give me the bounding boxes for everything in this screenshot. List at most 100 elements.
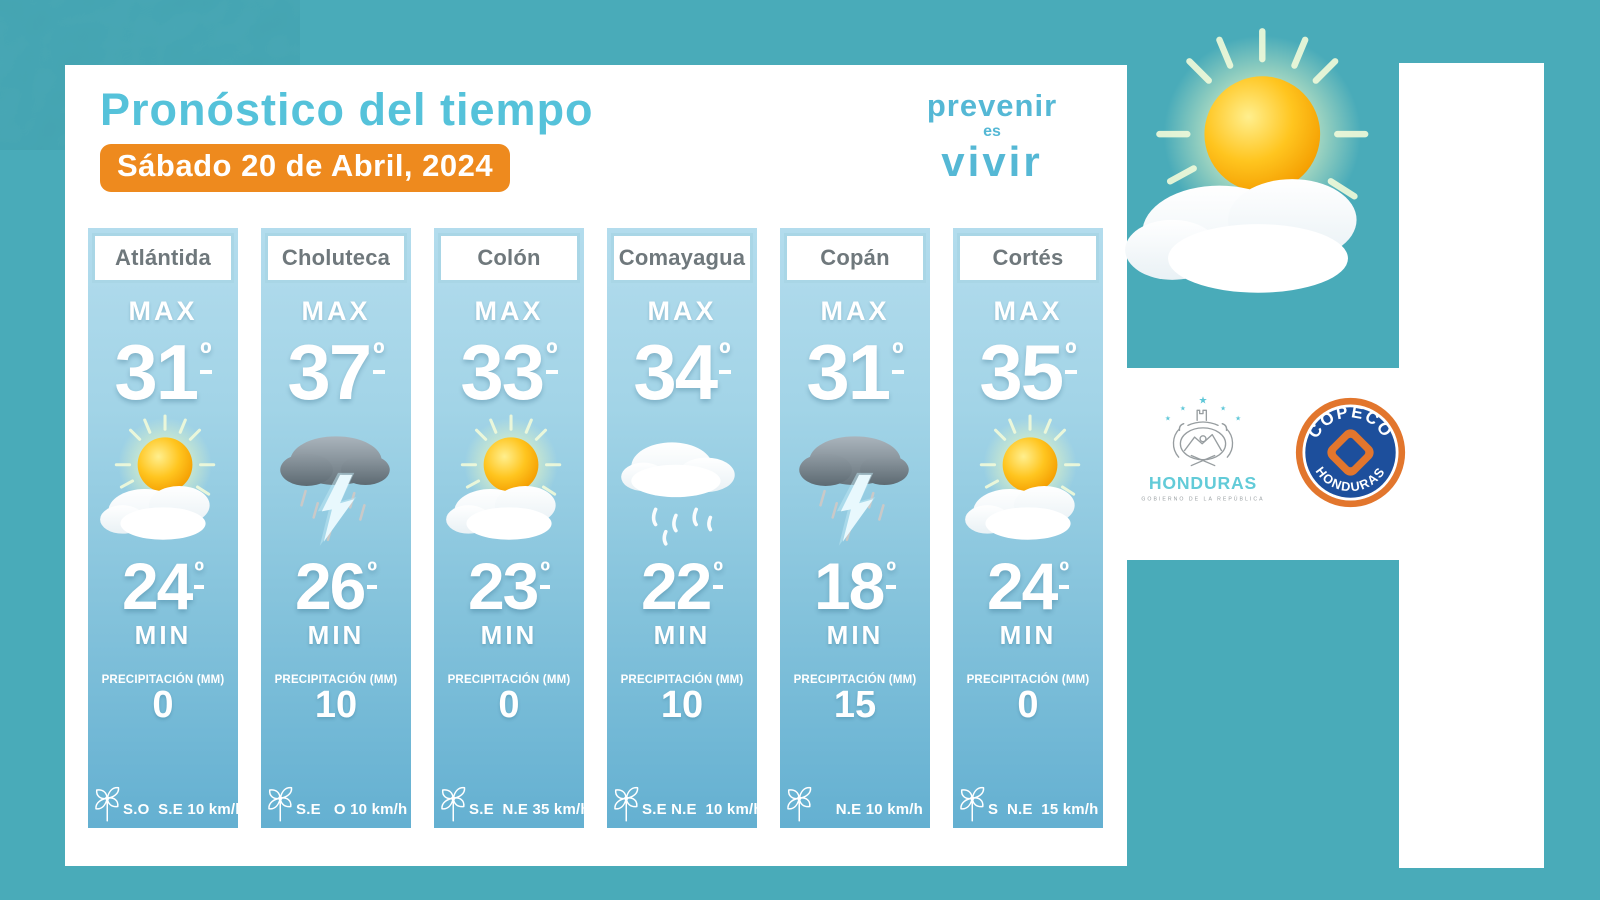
wind-row: S.E N.E 10 km/h	[612, 780, 763, 824]
wind-text: S.O S.E 10 km/h	[123, 801, 245, 818]
page-title: Pronóstico del tiempo	[100, 84, 594, 135]
honduras-stars: ★ ★ ★ ★ ★	[1165, 396, 1241, 423]
degree-sign: º	[194, 558, 205, 589]
honduras-logo-subtitle: GOBIERNO DE LA REPÚBLICA	[1141, 496, 1264, 503]
precipitation-value: 0	[1017, 683, 1039, 726]
precipitation-value: 10	[660, 683, 704, 726]
svg-text:★: ★	[1165, 414, 1171, 422]
svg-text:★: ★	[1235, 414, 1241, 422]
weather-icon	[611, 411, 753, 559]
min-temp: 23 º	[467, 549, 551, 624]
max-temp: 33 º	[460, 328, 558, 416]
svg-text:★: ★	[1199, 396, 1208, 407]
degree-sign: º	[1059, 558, 1070, 589]
copeco-logo: COPECO HONDURAS	[1295, 397, 1406, 508]
precipitation-value: 0	[498, 683, 520, 726]
pinwheel-icon	[785, 780, 815, 824]
min-temp: 24 º	[986, 549, 1070, 624]
forecast-column-choluteca: Choluteca MAX 37 º 26 º MIN PRECIPITACIÓN …	[261, 228, 411, 828]
wind-text: S N.E 15 km/h	[988, 801, 1099, 818]
min-label: MIN	[999, 619, 1057, 650]
max-label: MAX	[128, 296, 198, 326]
forecast-column-colon: Colón MAX 33 º 23 º MIN PRECIPITACIÓN (MM)…	[434, 228, 590, 828]
max-temp: 35 º	[979, 328, 1077, 416]
honduras-coat-of-arms	[1172, 409, 1234, 467]
weather-icon	[957, 411, 1099, 559]
thunderstorm-icon	[265, 411, 407, 559]
forecast-column-atlantida: Atlántida MAX 31 º 24 º MIN PRECIPITACIÓN …	[88, 228, 244, 828]
degree-sign: º	[200, 338, 212, 374]
right-white-bar	[1399, 63, 1544, 868]
max-temp: 37 º	[287, 328, 385, 416]
precipitation-value: 15	[833, 683, 877, 726]
min-label: MIN	[826, 619, 884, 650]
pinwheel-icon	[266, 780, 296, 824]
max-label: MAX	[301, 296, 371, 326]
slogan-line-es: es	[983, 123, 1001, 140]
precipitation-value: 10	[314, 683, 358, 726]
pinwheel-icon	[612, 780, 642, 824]
partly-cloudy-icon	[92, 411, 234, 559]
min-temp: 26 º	[294, 549, 378, 624]
forecast-column-copan: Copán MAX 31 º 18 º MIN PRECIPITACIÓN (MM)…	[780, 228, 930, 828]
svg-text:★: ★	[1220, 404, 1226, 412]
min-temp: 22 º	[640, 549, 724, 624]
precipitation-label: PRECIPITACIÓN (MM)	[966, 673, 1090, 686]
weather-icon	[438, 411, 580, 559]
department-name: Atlántida	[92, 233, 234, 283]
weather-icon	[92, 411, 234, 559]
wind-text: S.E N.E 35 km/h	[469, 801, 590, 818]
degree-sign: º	[719, 338, 731, 374]
pinwheel-icon	[93, 780, 123, 824]
department-name: Copán	[784, 233, 926, 283]
degree-sign: º	[546, 338, 558, 374]
department-name: Comayagua	[611, 233, 753, 283]
partly-cloudy-icon	[438, 411, 580, 559]
min-temp: 24 º	[121, 549, 205, 624]
degree-sign: º	[540, 558, 551, 589]
wind-row: S.E O 10 km/h	[266, 780, 407, 824]
precipitation-value: 0	[152, 683, 174, 726]
wind-row: N.E 10 km/h	[785, 780, 923, 824]
max-temp: 31 º	[806, 328, 904, 416]
department-name: Choluteca	[265, 233, 407, 283]
slogan-line-vivir: vivir	[941, 138, 1043, 185]
pinwheel-icon	[439, 780, 469, 824]
max-temp: 34 º	[633, 328, 731, 416]
weather-icon	[784, 411, 926, 559]
precipitation-label: PRECIPITACIÓN (MM)	[101, 673, 225, 686]
svg-text:★: ★	[1180, 404, 1186, 412]
department-name: Colón	[438, 233, 580, 283]
forecast-column-comayagua: Comayagua MAX 34 º 22 º MIN PRECIPITACIÓN …	[607, 228, 763, 828]
wind-row: S N.E 15 km/h	[958, 780, 1099, 824]
thunderstorm-icon	[784, 411, 926, 559]
honduras-gov-logo: ★ ★ ★ ★ ★ HONDURAS GOBIERNO DE LA REPÚBL…	[1141, 396, 1264, 503]
degree-sign: º	[713, 558, 724, 589]
weather-icon	[265, 411, 407, 559]
wind-row: S.E N.E 35 km/h	[439, 780, 590, 824]
max-label: MAX	[820, 296, 890, 326]
wind-text: N.E 10 km/h	[835, 801, 923, 818]
slogan-line-prevenir: prevenir	[926, 88, 1058, 123]
honduras-logo-text: HONDURAS	[1149, 473, 1257, 493]
max-label: MAX	[647, 296, 717, 326]
partly-cloudy-icon	[957, 411, 1099, 559]
precipitation-label: PRECIPITACIÓN (MM)	[793, 673, 917, 686]
wind-row: S.O S.E 10 km/h	[93, 780, 244, 824]
wind-text: S.E N.E 10 km/h	[642, 801, 763, 818]
max-temp: 31 º	[114, 328, 212, 416]
prevenir-es-vivir-logo: prevenir es vivir	[908, 90, 1076, 183]
department-name: Cortés	[957, 233, 1099, 283]
precipitation-label: PRECIPITACIÓN (MM)	[274, 673, 398, 686]
min-label: MIN	[653, 619, 711, 650]
rain-icon	[611, 411, 753, 559]
degree-sign: º	[1065, 338, 1077, 374]
precipitation-label: PRECIPITACIÓN (MM)	[620, 673, 744, 686]
min-label: MIN	[134, 619, 192, 650]
copeco-diamond	[1327, 429, 1374, 476]
columns-container: Atlántida MAX 31 º 24 º MIN PRECIPITACIÓN …	[88, 228, 1103, 828]
degree-sign: º	[892, 338, 904, 374]
forecast-card	[65, 65, 1127, 866]
max-label: MAX	[474, 296, 544, 326]
